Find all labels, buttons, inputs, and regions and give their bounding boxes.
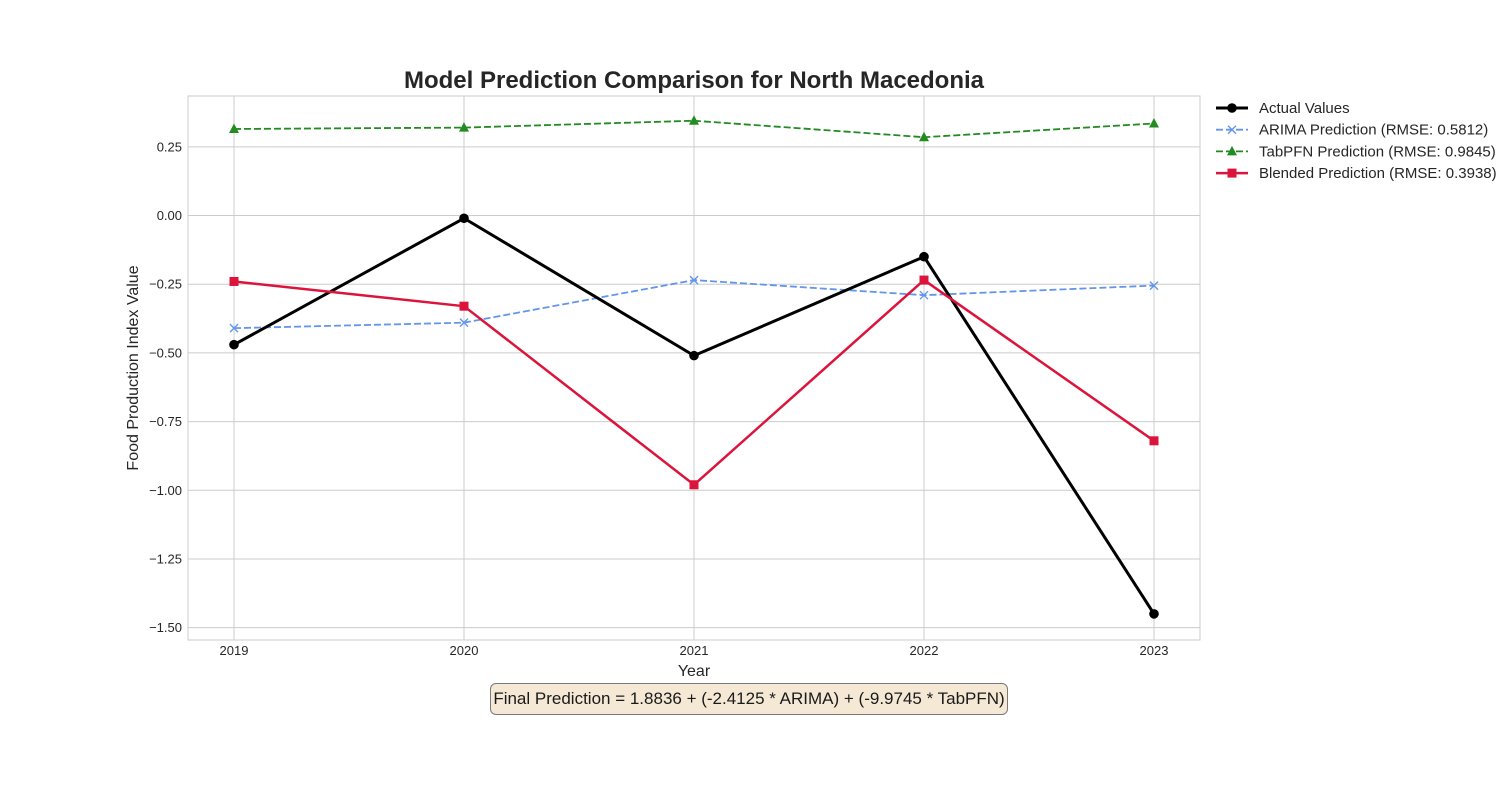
formula-annotation: Final Prediction = 1.8836 + (-2.4125 * A…	[490, 683, 1008, 715]
plot-frame	[187, 95, 1201, 641]
data-point	[1149, 609, 1159, 619]
y-tick-label: −0.75	[149, 414, 182, 429]
series-2	[229, 115, 1159, 142]
data-point	[459, 301, 469, 311]
series-3	[229, 275, 1159, 490]
series-layer	[229, 115, 1159, 619]
data-point	[229, 123, 239, 133]
y-tick-label: 0.00	[157, 208, 182, 223]
legend-marker	[1227, 125, 1237, 135]
legend-marker	[1227, 145, 1237, 156]
y-tick-label: −0.50	[149, 345, 182, 360]
legend-marker	[1227, 168, 1237, 178]
legend-label: Actual Values	[1259, 100, 1350, 117]
chart-title: Model Prediction Comparison for North Ma…	[404, 67, 985, 94]
tick-labels: 2019 2020 2021 2022 2023 0.25 0.00 −0.25 −0.50 −0…	[149, 139, 1168, 658]
data-point	[229, 276, 239, 286]
x-axis-label: Year	[678, 663, 711, 680]
y-axis-label: Food Production Index Value	[125, 265, 142, 470]
x-tick-label: 2021	[680, 643, 709, 658]
data-point	[1149, 281, 1159, 291]
legend-item: TabPFN Prediction (RMSE: 0.9845)	[1216, 143, 1496, 160]
y-tick-label: −1.25	[149, 551, 182, 566]
data-point	[919, 275, 929, 285]
legend-item: Actual Values	[1216, 100, 1350, 117]
legend-label: TabPFN Prediction (RMSE: 0.9845)	[1259, 143, 1496, 160]
x-tick-label: 2023	[1140, 643, 1169, 658]
y-tick-label: 0.25	[157, 139, 182, 154]
data-point	[919, 131, 929, 142]
data-point	[229, 323, 239, 333]
legend-label: Blended Prediction (RMSE: 0.3938)	[1259, 165, 1497, 182]
data-point	[919, 290, 929, 300]
legend-label: ARIMA Prediction (RMSE: 0.5812)	[1259, 122, 1488, 139]
data-point	[459, 318, 469, 328]
y-tick-label: −0.25	[149, 277, 182, 292]
legend-item: Blended Prediction (RMSE: 0.3938)	[1216, 165, 1497, 182]
data-point	[459, 213, 469, 224]
data-point	[919, 251, 929, 262]
legend-marker	[1227, 103, 1237, 113]
x-tick-label: 2019	[220, 643, 249, 658]
data-point	[229, 339, 239, 350]
data-point	[689, 350, 699, 361]
legend: Actual Values ARIMA Prediction (RMSE: 0.5…	[1216, 100, 1497, 182]
data-point	[459, 122, 469, 132]
data-point	[1149, 436, 1159, 446]
y-tick-label: −1.50	[149, 620, 182, 635]
legend-item: ARIMA Prediction (RMSE: 0.5812)	[1216, 122, 1488, 139]
data-point	[689, 275, 699, 285]
data-point	[1149, 117, 1159, 128]
y-tick-label: −1.00	[149, 483, 182, 498]
x-tick-label: 2020	[450, 643, 479, 658]
series-1	[229, 275, 1159, 333]
series-0	[229, 213, 1159, 619]
data-point	[689, 115, 699, 125]
x-tick-label: 2022	[910, 643, 939, 658]
data-point	[689, 480, 699, 490]
